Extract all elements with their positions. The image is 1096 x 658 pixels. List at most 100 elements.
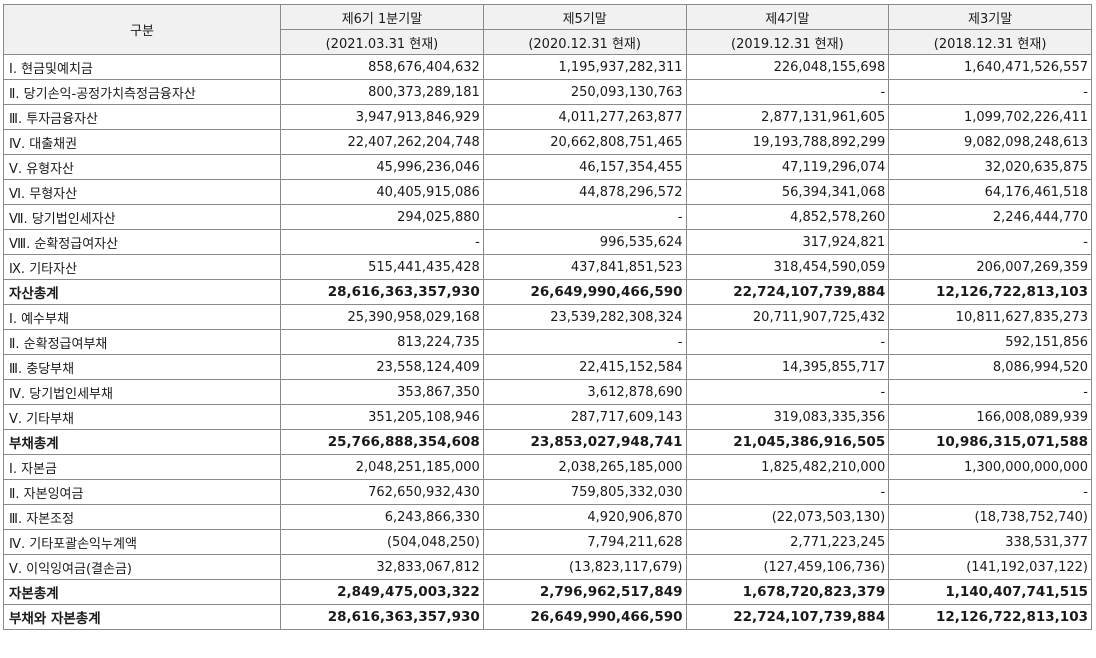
value-cell: - xyxy=(685,479,890,505)
table-row: Ⅸ. 기타자산 515,441,435,428 437,841,851,523 318… xyxy=(2,254,1092,280)
value-cell: 25,390,958,029,168 xyxy=(280,304,484,330)
header-period-label: 제4기말 xyxy=(685,4,890,30)
value-cell: 3,612,878,690 xyxy=(482,379,687,405)
header-period-label: 제5기말 xyxy=(482,4,687,30)
value-cell: 2,849,475,003,322 xyxy=(280,579,484,605)
value-cell: 9,082,098,248,613 xyxy=(888,129,1092,155)
row-label: 부채와 자본총계 xyxy=(2,604,282,630)
table-header: 구분 제6기 1분기말 제5기말 제4기말 제3기말 (2021.03.31 현… xyxy=(2,4,1092,55)
value-cell: 10,986,315,071,588 xyxy=(888,429,1092,455)
value-cell: - xyxy=(888,79,1092,105)
table-row: Ⅴ. 기타부채 351,205,108,946 287,717,609,143 319… xyxy=(2,404,1092,430)
value-cell: 762,650,932,430 xyxy=(280,479,484,505)
value-cell: 12,126,722,813,103 xyxy=(888,279,1092,305)
header-period-date: (2018.12.31 현재) xyxy=(888,29,1092,55)
value-cell: 1,825,482,210,000 xyxy=(685,454,890,480)
table-row: Ⅱ. 자본잉여금 762,650,932,430 759,805,332,030- - xyxy=(2,479,1092,505)
value-cell: 2,877,131,961,605 xyxy=(685,104,890,130)
table-row-total: 자본총계 2,849,475,003,322 2,796,962,517,849 1,… xyxy=(2,579,1092,605)
row-label: Ⅳ. 당기법인세부채 xyxy=(2,379,282,405)
value-cell: 12,126,722,813,103 xyxy=(888,604,1092,630)
value-cell: - xyxy=(280,229,484,255)
table-row: Ⅳ. 당기법인세부채 353,867,350 3,612,878,690- - xyxy=(2,379,1092,405)
table-row: Ⅴ. 유형자산 45,996,236,046 46,157,354,455 47,11… xyxy=(2,154,1092,180)
value-cell: 22,724,107,739,884 xyxy=(685,279,890,305)
value-cell: 1,300,000,000,000 xyxy=(888,454,1092,480)
value-cell: 166,008,089,939 xyxy=(888,404,1092,430)
value-cell: 22,407,262,204,748 xyxy=(280,129,484,155)
value-cell: 351,205,108,946 xyxy=(280,404,484,430)
value-cell: - xyxy=(888,229,1092,255)
value-cell: 4,852,578,260 xyxy=(685,204,890,230)
value-cell: 759,805,332,030 xyxy=(482,479,687,505)
header-period-date: (2019.12.31 현재) xyxy=(685,29,890,55)
value-cell: 515,441,435,428 xyxy=(280,254,484,280)
value-cell: 45,996,236,046 xyxy=(280,154,484,180)
value-cell: (18,738,752,740) xyxy=(888,504,1092,530)
value-cell: - xyxy=(685,329,890,355)
value-cell: 250,093,130,763 xyxy=(482,79,687,105)
value-cell: 1,640,471,526,557 xyxy=(888,54,1092,80)
header-period-date: (2020.12.31 현재) xyxy=(482,29,687,55)
value-cell: (504,048,250) xyxy=(280,529,484,555)
row-label: 자본총계 xyxy=(2,579,282,605)
value-cell: 7,794,211,628 xyxy=(482,529,687,555)
value-cell: 23,539,282,308,324 xyxy=(482,304,687,330)
value-cell: 800,373,289,181 xyxy=(280,79,484,105)
value-cell: 2,038,265,185,000 xyxy=(482,454,687,480)
table-row: Ⅰ. 현금및예치금 858,676,404,632 1,195,937,282,31… xyxy=(2,54,1092,80)
value-cell: (141,192,037,122) xyxy=(888,554,1092,580)
table-row: Ⅷ. 순확정급여자산 -996,535,624 317,924,821- xyxy=(2,229,1092,255)
value-cell: 1,195,937,282,311 xyxy=(482,54,687,80)
row-label: Ⅳ. 기타포괄손익누계액 xyxy=(2,529,282,555)
value-cell: 1,140,407,741,515 xyxy=(888,579,1092,605)
value-cell: (13,823,117,679) xyxy=(482,554,687,580)
row-label: Ⅷ. 순확정급여자산 xyxy=(2,229,282,255)
value-cell: 28,616,363,357,930 xyxy=(280,279,484,305)
table-row-total: 부채와 자본총계 28,616,363,357,930 26,649,990,466… xyxy=(2,604,1092,630)
table-body: Ⅰ. 현금및예치금 858,676,404,632 1,195,937,282,31… xyxy=(2,54,1092,630)
value-cell: 294,025,880 xyxy=(280,204,484,230)
table-row: Ⅴ. 이익잉여금(결손금) 32,833,067,812 (13,823,117,6… xyxy=(2,554,1092,580)
value-cell: 56,394,341,068 xyxy=(685,179,890,205)
value-cell: 1,099,702,226,411 xyxy=(888,104,1092,130)
value-cell: 2,246,444,770 xyxy=(888,204,1092,230)
value-cell: - xyxy=(888,479,1092,505)
value-cell: - xyxy=(482,204,687,230)
value-cell: 64,176,461,518 xyxy=(888,179,1092,205)
value-cell: 10,811,627,835,273 xyxy=(888,304,1092,330)
value-cell: 1,678,720,823,379 xyxy=(685,579,890,605)
value-cell: 437,841,851,523 xyxy=(482,254,687,280)
row-label: Ⅱ. 당기손익-공정가치측정금융자산 xyxy=(2,79,282,105)
table-row: Ⅲ. 투자금융자산 3,947,913,846,929 4,011,277,263,… xyxy=(2,104,1092,130)
value-cell: 317,924,821 xyxy=(685,229,890,255)
row-label: 자산총계 xyxy=(2,279,282,305)
value-cell: 28,616,363,357,930 xyxy=(280,604,484,630)
value-cell: 22,415,152,584 xyxy=(482,354,687,380)
row-label: Ⅰ. 자본금 xyxy=(2,454,282,480)
value-cell: 2,771,223,245 xyxy=(685,529,890,555)
value-cell: 14,395,855,717 xyxy=(685,354,890,380)
value-cell: - xyxy=(685,79,890,105)
row-label: Ⅳ. 대출채권 xyxy=(2,129,282,155)
row-label: 부채총계 xyxy=(2,429,282,455)
row-label: Ⅶ. 당기법인세자산 xyxy=(2,204,282,230)
value-cell: 46,157,354,455 xyxy=(482,154,687,180)
row-label: Ⅴ. 이익잉여금(결손금) xyxy=(2,554,282,580)
value-cell: (22,073,503,130) xyxy=(685,504,890,530)
table-row-total: 부채총계 25,766,888,354,608 23,853,027,948,741… xyxy=(2,429,1092,455)
value-cell: 858,676,404,632 xyxy=(280,54,484,80)
table-row: Ⅵ. 무형자산 40,405,915,086 44,878,296,572 56,39… xyxy=(2,179,1092,205)
value-cell: 8,086,994,520 xyxy=(888,354,1092,380)
value-cell: 47,119,296,074 xyxy=(685,154,890,180)
value-cell: 26,649,990,466,590 xyxy=(482,279,687,305)
table-row: Ⅳ. 대출채권 22,407,262,204,748 20,662,808,751,… xyxy=(2,129,1092,155)
row-label: Ⅱ. 자본잉여금 xyxy=(2,479,282,505)
value-cell: 3,947,913,846,929 xyxy=(280,104,484,130)
value-cell: 206,007,269,359 xyxy=(888,254,1092,280)
value-cell: 319,083,335,356 xyxy=(685,404,890,430)
value-cell: 353,867,350 xyxy=(280,379,484,405)
value-cell: 2,048,251,185,000 xyxy=(280,454,484,480)
value-cell: 22,724,107,739,884 xyxy=(685,604,890,630)
value-cell: 318,454,590,059 xyxy=(685,254,890,280)
